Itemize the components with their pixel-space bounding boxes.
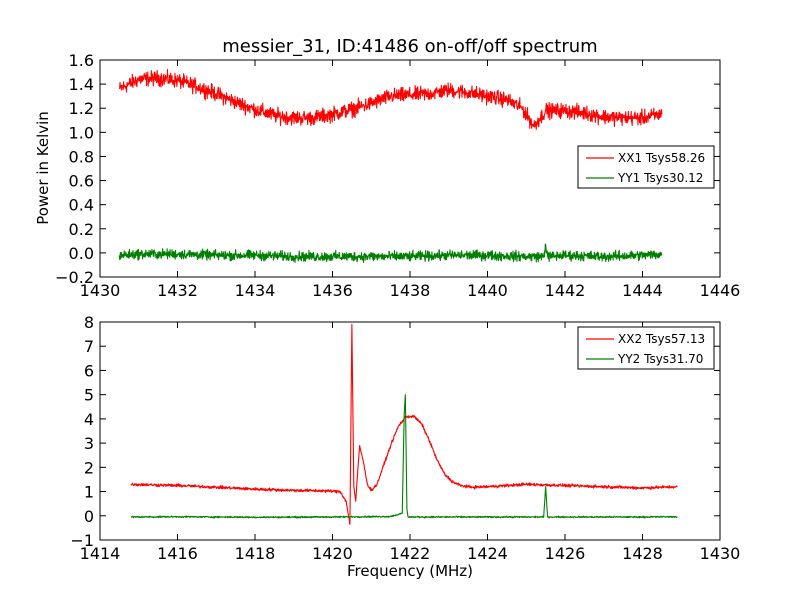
legend-label-xx2: XX2 Tsys57.13 <box>618 332 705 346</box>
y-tick-label: 1 <box>84 483 94 502</box>
x-tick-label: 1430 <box>80 281 121 300</box>
x-tick-label: 1424 <box>467 544 508 563</box>
legend-label-xx1: XX1 Tsys58.26 <box>618 151 705 165</box>
series-line-0-1 <box>118 243 663 263</box>
legend-label-yy1: YY1 Tsys30.12 <box>617 171 703 185</box>
chart-top-ticks: 1430 1432 1434 1436 1438 1440 1442 1444 1446 −0.2… <box>55 51 740 300</box>
x-tick-label: 1426 <box>545 544 586 563</box>
y-tick-label: 5 <box>84 386 94 405</box>
x-tick-label: 1416 <box>157 544 198 563</box>
y-tick-label: 7 <box>84 337 94 356</box>
chart-bottom-legend: XX2 Tsys57.13 YY2 Tsys31.70 <box>577 326 715 370</box>
x-tick-label: 1420 <box>312 544 353 563</box>
chart-bottom-ticks: 1414 1416 1418 1420 1422 1424 1426 1428 1430−101… <box>70 313 740 563</box>
x-tick-label: 1438 <box>390 281 431 300</box>
x-tick-label: 1436 <box>312 281 353 300</box>
y-tick-label: 1.2 <box>69 99 94 118</box>
y-tick-label: −0.2 <box>55 268 94 287</box>
y-tick-label: 0.0 <box>69 244 94 263</box>
y-tick-label: 0.4 <box>69 196 94 215</box>
x-tick-label: 1428 <box>622 544 663 563</box>
x-tick-label: 1422 <box>390 544 431 563</box>
x-tick-label: 1432 <box>157 281 198 300</box>
y-tick-label: 6 <box>84 361 94 380</box>
y-tick-label: −1 <box>70 531 94 550</box>
chart-bottom-xlabel: Frequency (MHz) <box>347 562 473 580</box>
y-tick-label: 1.6 <box>69 51 94 70</box>
chart-top-ylabel: Power in Kelvin <box>34 111 52 225</box>
y-tick-label: 0.8 <box>69 147 94 166</box>
chart-top-legend: XX1 Tsys58.26 YY1 Tsys30.12 <box>577 145 715 189</box>
x-tick-label: 1414 <box>80 544 121 563</box>
chart-top-legend-box <box>577 145 715 189</box>
y-tick-label: 3 <box>84 434 94 453</box>
y-tick-label: 1.0 <box>69 123 94 142</box>
chart-bottom: Frequency (MHz) 1414 1416 1418 1420 1422 1424… <box>70 313 740 580</box>
series-line-1-1 <box>130 394 678 519</box>
chart-top-plot-area: 1430 1432 1434 1436 1438 1440 1442 1444 1446 −0.2… <box>55 51 740 300</box>
x-tick-label: 1430 <box>700 544 741 563</box>
x-tick-label: 1434 <box>235 281 276 300</box>
y-tick-label: 0.6 <box>69 172 94 191</box>
y-tick-label: 4 <box>84 410 94 429</box>
chart-bottom-frame <box>99 321 721 541</box>
x-tick-label: 1440 <box>467 281 508 300</box>
chart-top-series <box>118 68 663 263</box>
chart-top: messier_31, ID:41486 on-off/off spectrum… <box>34 36 740 300</box>
y-tick-label: 1.4 <box>69 75 94 94</box>
y-tick-label: 2 <box>84 458 94 477</box>
chart-top-frame <box>99 59 721 278</box>
x-tick-label: 1418 <box>235 544 276 563</box>
y-tick-label: 8 <box>84 313 94 332</box>
x-tick-label: 1444 <box>622 281 663 300</box>
legend-label-yy2: YY2 Tsys31.70 <box>617 352 703 366</box>
chart-top-title: messier_31, ID:41486 on-off/off spectrum <box>222 36 597 57</box>
chart-bottom-legend-box <box>577 326 715 370</box>
series-line-0-0 <box>118 68 663 130</box>
chart-bottom-series <box>130 323 678 525</box>
chart-bottom-plot-area: 1414 1416 1418 1420 1422 1424 1426 1428 1430−101… <box>70 313 740 563</box>
y-tick-label: 0.2 <box>69 220 94 239</box>
x-tick-label: 1446 <box>700 281 741 300</box>
x-tick-label: 1442 <box>545 281 586 300</box>
y-tick-label: 0 <box>84 507 94 526</box>
